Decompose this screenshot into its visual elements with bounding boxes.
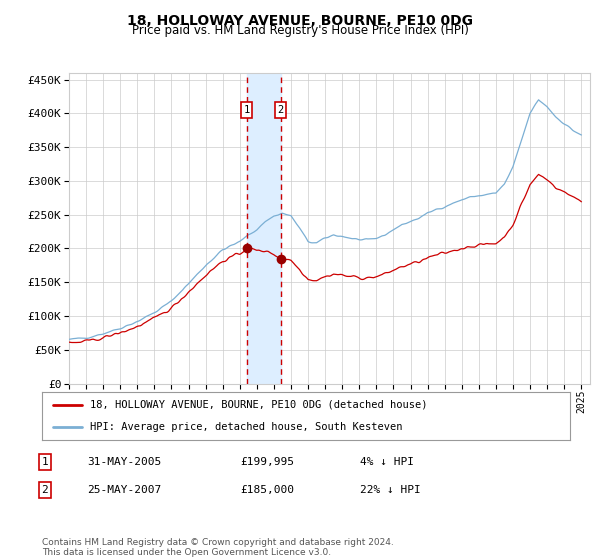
Text: £185,000: £185,000	[240, 485, 294, 495]
Text: 2: 2	[278, 105, 284, 115]
Text: 18, HOLLOWAY AVENUE, BOURNE, PE10 0DG (detached house): 18, HOLLOWAY AVENUE, BOURNE, PE10 0DG (d…	[89, 400, 427, 410]
Text: 1: 1	[41, 457, 49, 467]
Text: 1: 1	[244, 105, 250, 115]
Text: 4% ↓ HPI: 4% ↓ HPI	[360, 457, 414, 467]
Text: HPI: Average price, detached house, South Kesteven: HPI: Average price, detached house, Sout…	[89, 422, 402, 432]
Text: £199,995: £199,995	[240, 457, 294, 467]
Text: 25-MAY-2007: 25-MAY-2007	[87, 485, 161, 495]
Bar	[247, 73, 281, 384]
Text: 31-MAY-2005: 31-MAY-2005	[87, 457, 161, 467]
Text: 22% ↓ HPI: 22% ↓ HPI	[360, 485, 421, 495]
Text: Price paid vs. HM Land Registry's House Price Index (HPI): Price paid vs. HM Land Registry's House …	[131, 24, 469, 37]
Text: Contains HM Land Registry data © Crown copyright and database right 2024.
This d: Contains HM Land Registry data © Crown c…	[42, 538, 394, 557]
Text: 18, HOLLOWAY AVENUE, BOURNE, PE10 0DG: 18, HOLLOWAY AVENUE, BOURNE, PE10 0DG	[127, 14, 473, 28]
Text: 2: 2	[41, 485, 49, 495]
